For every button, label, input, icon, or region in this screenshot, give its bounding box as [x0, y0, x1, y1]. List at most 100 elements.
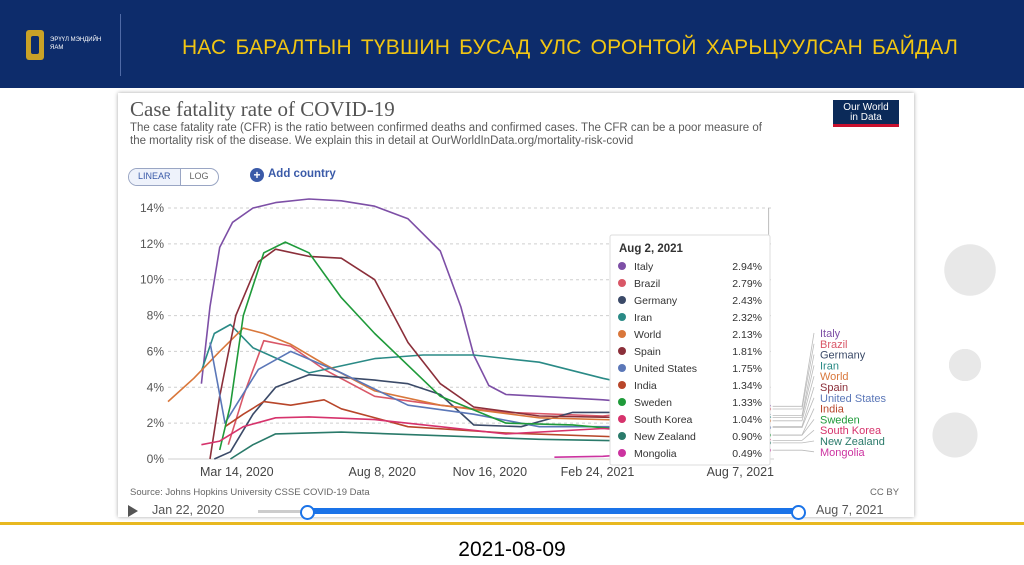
tooltip-series-value: 1.33%	[732, 397, 762, 409]
y-tick-label: 0%	[147, 452, 165, 466]
tooltip-series-value: 1.75%	[732, 363, 762, 375]
virus-decoration-icon	[940, 340, 990, 390]
chart-title: Case fatality rate of COVID-19	[130, 97, 395, 121]
tooltip-series-name: Italy	[634, 261, 654, 273]
legend-connector	[772, 419, 815, 436]
tooltip-series-name: Germany	[634, 295, 678, 307]
add-country-button[interactable]: + Add country	[250, 168, 336, 182]
timeline-start-handle[interactable]	[299, 505, 315, 520]
tooltip-series-value: 0.90%	[732, 431, 762, 443]
ministry-logo: ЭРҮҮЛ МЭНДИЙН ЯАМ	[26, 26, 116, 66]
tooltip-swatch	[618, 279, 626, 287]
tooltip-series-value: 1.04%	[732, 414, 762, 426]
tooltip-series-name: South Korea	[634, 414, 693, 426]
legend-label: Germany	[820, 350, 866, 362]
legend-connector	[772, 386, 815, 427]
legend-connector	[772, 440, 815, 444]
slide-header: ЭРҮҮЛ МЭНДИЙН ЯАМ НАС БАРАЛТЫН ТҮВШИН БУ…	[0, 0, 1024, 88]
linear-toggle-button[interactable]: LINEAR	[129, 169, 181, 185]
chart-source[interactable]: Source: Johns Hopkins University CSSE CO…	[130, 487, 370, 498]
tooltip-swatch	[618, 313, 626, 321]
legend-label: New Zealand	[820, 436, 885, 448]
y-tick-label: 8%	[147, 309, 165, 323]
license-label[interactable]: CC BY	[870, 487, 900, 498]
tooltip-series-name: Iran	[634, 312, 652, 324]
legend-connector	[772, 365, 815, 418]
legend-connector	[772, 449, 815, 453]
owid-logo-line1: Our World	[843, 102, 889, 113]
legend-label: Mongolia	[820, 447, 866, 459]
virus-decoration-icon	[920, 400, 990, 470]
x-tick-label: Feb 24, 2021	[561, 465, 635, 479]
legend-label: Spain	[820, 382, 848, 394]
slide-title: НАС БАРАЛТЫН ТҮВШИН БУСАД УЛС ОРОНТОЙ ХА…	[181, 36, 959, 59]
tooltip-series-name: New Zealand	[634, 431, 696, 443]
owid-logo-line2: in Data	[850, 112, 882, 123]
legend-connector	[772, 429, 815, 441]
legend-label: South Korea	[820, 425, 882, 437]
scale-toggle: LINEAR LOG	[128, 168, 219, 186]
chart-subtitle: The case fatality rate (CFR) is the rati…	[130, 122, 762, 147]
legend-label: Iran	[820, 360, 839, 372]
y-tick-label: 10%	[140, 273, 164, 287]
legend-label: World	[820, 371, 849, 383]
legend-label: Sweden	[820, 414, 860, 426]
cfr-line-chart: 0% 2% 4% 6% 8% 10% 12% 14% Mar 14, 2020 Aug 8, 20…	[140, 198, 887, 479]
legend-label: United States	[820, 393, 887, 405]
slide-date: 2021-08-09	[458, 538, 566, 561]
legend-connector	[772, 332, 815, 407]
tooltip-swatch	[618, 364, 626, 372]
tooltip-series-value: 2.94%	[732, 261, 762, 273]
tooltip: Aug 2, 2021 Italy 2.94% Brazil 2.79% Germany 2…	[609, 234, 771, 466]
timeline-selected-range	[306, 508, 798, 514]
legend-connector	[772, 343, 815, 410]
x-tick-label: Aug 8, 2020	[348, 465, 415, 479]
play-icon[interactable]	[128, 505, 138, 517]
footer-rule	[0, 522, 1024, 525]
tooltip-series-name: Sweden	[634, 397, 672, 409]
series-line-spain	[209, 248, 769, 460]
tooltip-series-value: 0.49%	[732, 448, 762, 460]
tooltip-swatch	[618, 398, 626, 406]
tooltip-series-name: United States	[634, 363, 697, 375]
tooltip-swatch	[618, 347, 626, 355]
tooltip-swatch	[618, 330, 626, 338]
legend-connector	[772, 354, 815, 416]
legend-connector	[772, 376, 815, 422]
series-line-world	[167, 327, 769, 423]
timeline-end-handle[interactable]	[791, 505, 806, 520]
series-line-italy	[200, 198, 769, 408]
tooltip-series-value: 2.79%	[732, 278, 762, 290]
plus-icon: +	[250, 168, 264, 182]
y-tick-label: 14%	[140, 201, 164, 215]
log-toggle-button[interactable]: LOG	[189, 171, 209, 181]
legend-label: India	[820, 404, 845, 416]
tooltip-swatch	[618, 449, 626, 457]
tooltip-series-name: Brazil	[634, 278, 660, 290]
legend-label: Brazil	[820, 339, 848, 351]
legend-connector	[772, 397, 815, 429]
y-tick-label: 4%	[147, 380, 165, 394]
tooltip-series-name: World	[634, 329, 661, 341]
y-tick-label: 12%	[140, 237, 164, 251]
tooltip-series-name: Mongolia	[634, 448, 677, 460]
y-tick-label: 2%	[147, 416, 165, 430]
owid-logo[interactable]: Our World in Data	[833, 100, 899, 127]
virus-decoration-icon	[930, 230, 1010, 310]
tooltip-series-name: India	[634, 380, 657, 392]
tooltip-series-value: 1.34%	[732, 380, 762, 392]
tooltip-series-value: 2.43%	[732, 295, 762, 307]
x-tick-label: Aug 7, 2021	[707, 465, 774, 479]
series-line-sweden	[218, 241, 769, 451]
tooltip-box	[609, 234, 771, 466]
tooltip-swatch	[618, 296, 626, 304]
ministry-logo-text: ЭРҮҮЛ МЭНДИЙН ЯАМ	[50, 37, 102, 51]
tooltip-series-name: Spain	[634, 346, 661, 358]
y-tick-label: 6%	[147, 344, 165, 358]
header-divider	[120, 14, 121, 76]
timeline-slider: Jan 22, 2020 Aug 7, 2021	[0, 502, 1024, 522]
add-country-label: Add country	[268, 168, 336, 180]
legend-label: Italy	[820, 328, 841, 340]
tooltip-series-value: 2.13%	[732, 329, 762, 341]
soyombo-emblem-icon	[26, 30, 44, 60]
